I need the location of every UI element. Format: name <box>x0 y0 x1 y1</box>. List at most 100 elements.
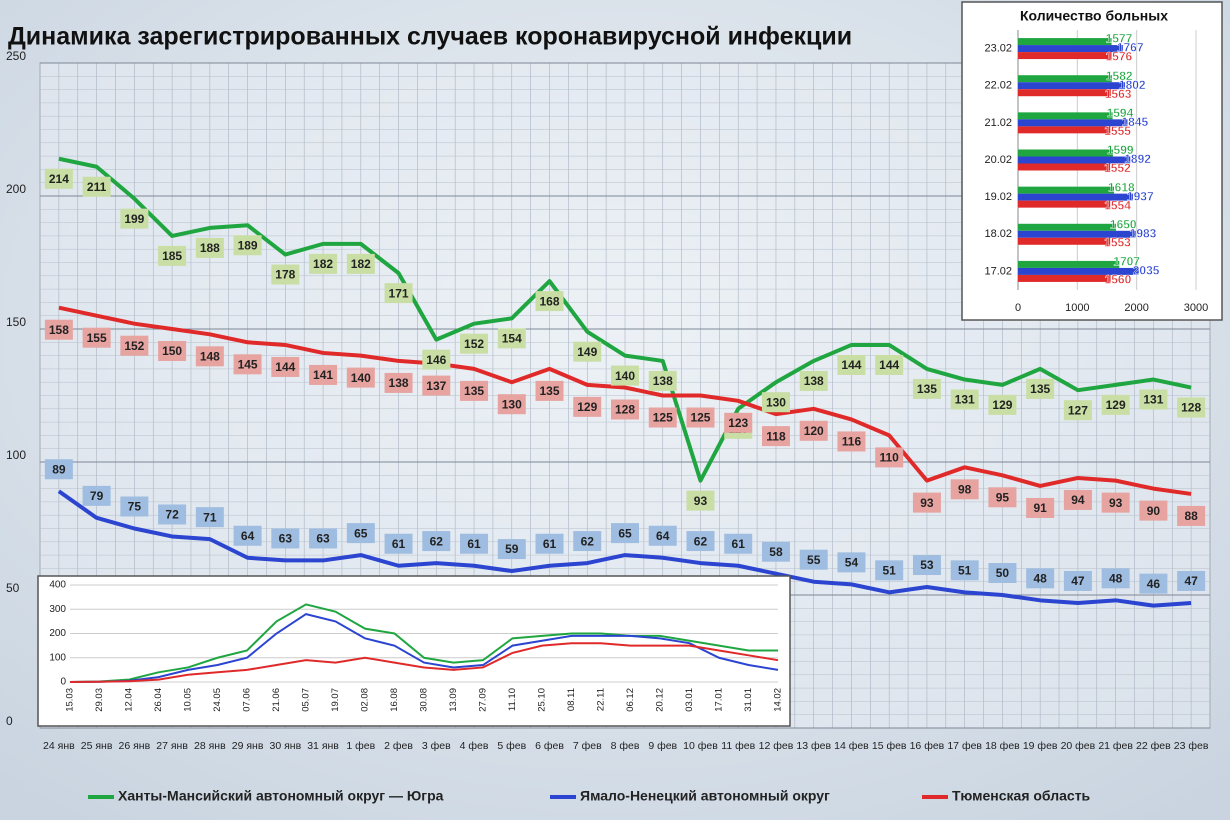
data-label: 64 <box>656 529 670 543</box>
data-label-box <box>912 555 941 576</box>
data-label-box <box>912 378 941 399</box>
x-tick-label: 3000 <box>1184 302 1208 314</box>
data-label: 150 <box>162 344 182 358</box>
data-label-box <box>309 528 338 549</box>
data-label-box <box>573 341 602 362</box>
data-label-box <box>950 479 979 500</box>
data-label-box <box>875 447 904 468</box>
bar <box>1018 186 1115 194</box>
x-tick-label: 17 фев <box>947 740 982 752</box>
data-label: 138 <box>389 376 409 390</box>
data-label-box <box>535 380 564 401</box>
data-label: 89 <box>52 462 66 476</box>
data-label: 93 <box>1109 496 1123 510</box>
data-label: 1618 <box>1108 180 1135 194</box>
data-label-box <box>1063 489 1092 510</box>
data-label: 1577 <box>1106 32 1133 46</box>
bar <box>1018 260 1120 268</box>
data-label-box <box>497 328 526 349</box>
data-label-box <box>82 485 111 506</box>
data-label-box <box>309 364 338 385</box>
data-label: 1576 <box>1106 50 1133 64</box>
x-tick-label: 1000 <box>1065 302 1089 314</box>
data-label-box <box>686 531 715 552</box>
x-tick-label: 31.01 <box>743 688 754 712</box>
data-label: 91 <box>1033 501 1047 515</box>
data-label: 1802 <box>1119 78 1146 92</box>
data-label-box <box>346 367 375 388</box>
data-label: 130 <box>502 397 522 411</box>
y-tick-label: 150 <box>6 315 26 329</box>
bar <box>1018 45 1123 53</box>
data-label: 63 <box>279 532 293 546</box>
data-label: 51 <box>883 564 897 578</box>
x-tick-label: 30.08 <box>419 688 430 712</box>
data-label-box <box>1139 389 1168 410</box>
data-label: 149 <box>577 345 597 359</box>
data-label: 128 <box>1181 401 1201 415</box>
data-label: 61 <box>543 537 557 551</box>
data-label: 188 <box>200 241 220 255</box>
data-label: 1594 <box>1107 106 1134 120</box>
data-label-box <box>1101 492 1130 513</box>
data-label: 129 <box>1106 398 1126 412</box>
data-label: 148 <box>200 349 220 363</box>
data-label: 152 <box>464 337 484 351</box>
data-label-box <box>837 552 866 573</box>
data-label: 64 <box>241 529 255 543</box>
data-label-box <box>837 354 866 375</box>
y-tick-label: 200 <box>49 628 66 639</box>
x-tick-label: 8 фев <box>611 740 640 752</box>
x-tick-label: 6 фев <box>535 740 564 752</box>
data-label: 65 <box>354 526 368 540</box>
x-tick-label: 1 фев <box>346 740 375 752</box>
data-label-box <box>158 245 187 266</box>
data-label-box <box>82 176 111 197</box>
data-label: 61 <box>392 537 406 551</box>
x-tick-label: 15.03 <box>65 688 76 712</box>
data-label-box <box>1177 505 1206 526</box>
data-label: 54 <box>845 556 859 570</box>
data-label-box <box>1026 497 1055 518</box>
data-label: 128 <box>615 403 635 417</box>
x-tick-label: 02.08 <box>360 688 371 712</box>
x-tick-label: 2000 <box>1124 302 1148 314</box>
data-label-box <box>460 533 489 554</box>
data-label: 131 <box>1143 393 1163 407</box>
x-tick-label: 07.06 <box>242 688 253 712</box>
x-tick-label: 21.06 <box>271 688 282 712</box>
data-label: 58 <box>769 545 783 559</box>
data-label: 1707 <box>1113 255 1140 269</box>
data-label: 1582 <box>1106 69 1133 83</box>
data-label: 182 <box>351 257 371 271</box>
data-label: 94 <box>1071 493 1085 507</box>
x-tick-label: 26.04 <box>153 688 164 712</box>
data-label: 62 <box>430 534 444 548</box>
data-label-box <box>1063 400 1092 421</box>
data-label-box <box>724 412 753 433</box>
data-label: 185 <box>162 249 182 263</box>
data-label-box <box>535 291 564 312</box>
data-label-box <box>1139 573 1168 594</box>
data-label: 93 <box>920 496 934 510</box>
data-label-box <box>1139 500 1168 521</box>
x-tick-label: 25 янв <box>81 740 113 752</box>
data-label-box <box>1101 568 1130 589</box>
data-label: 155 <box>87 331 107 345</box>
data-label: 75 <box>128 500 142 514</box>
y-tick-label: 20.02 <box>984 154 1012 166</box>
data-label-box <box>875 560 904 581</box>
x-tick-label: 31 янв <box>307 740 339 752</box>
data-label: 1552 <box>1104 161 1131 175</box>
data-label: 125 <box>690 411 710 425</box>
x-tick-label: 0 <box>1015 302 1021 314</box>
x-tick-label: 15 фев <box>872 740 907 752</box>
data-label-box <box>724 533 753 554</box>
legend-label: Ханты-Мансийский автономный округ — Югра <box>118 788 444 804</box>
data-label: 79 <box>90 489 104 503</box>
data-label: 123 <box>728 416 748 430</box>
data-label-box <box>988 563 1017 583</box>
y-tick-label: 0 <box>60 677 66 688</box>
data-label: 98 <box>958 482 972 496</box>
data-label: 116 <box>842 435 862 449</box>
